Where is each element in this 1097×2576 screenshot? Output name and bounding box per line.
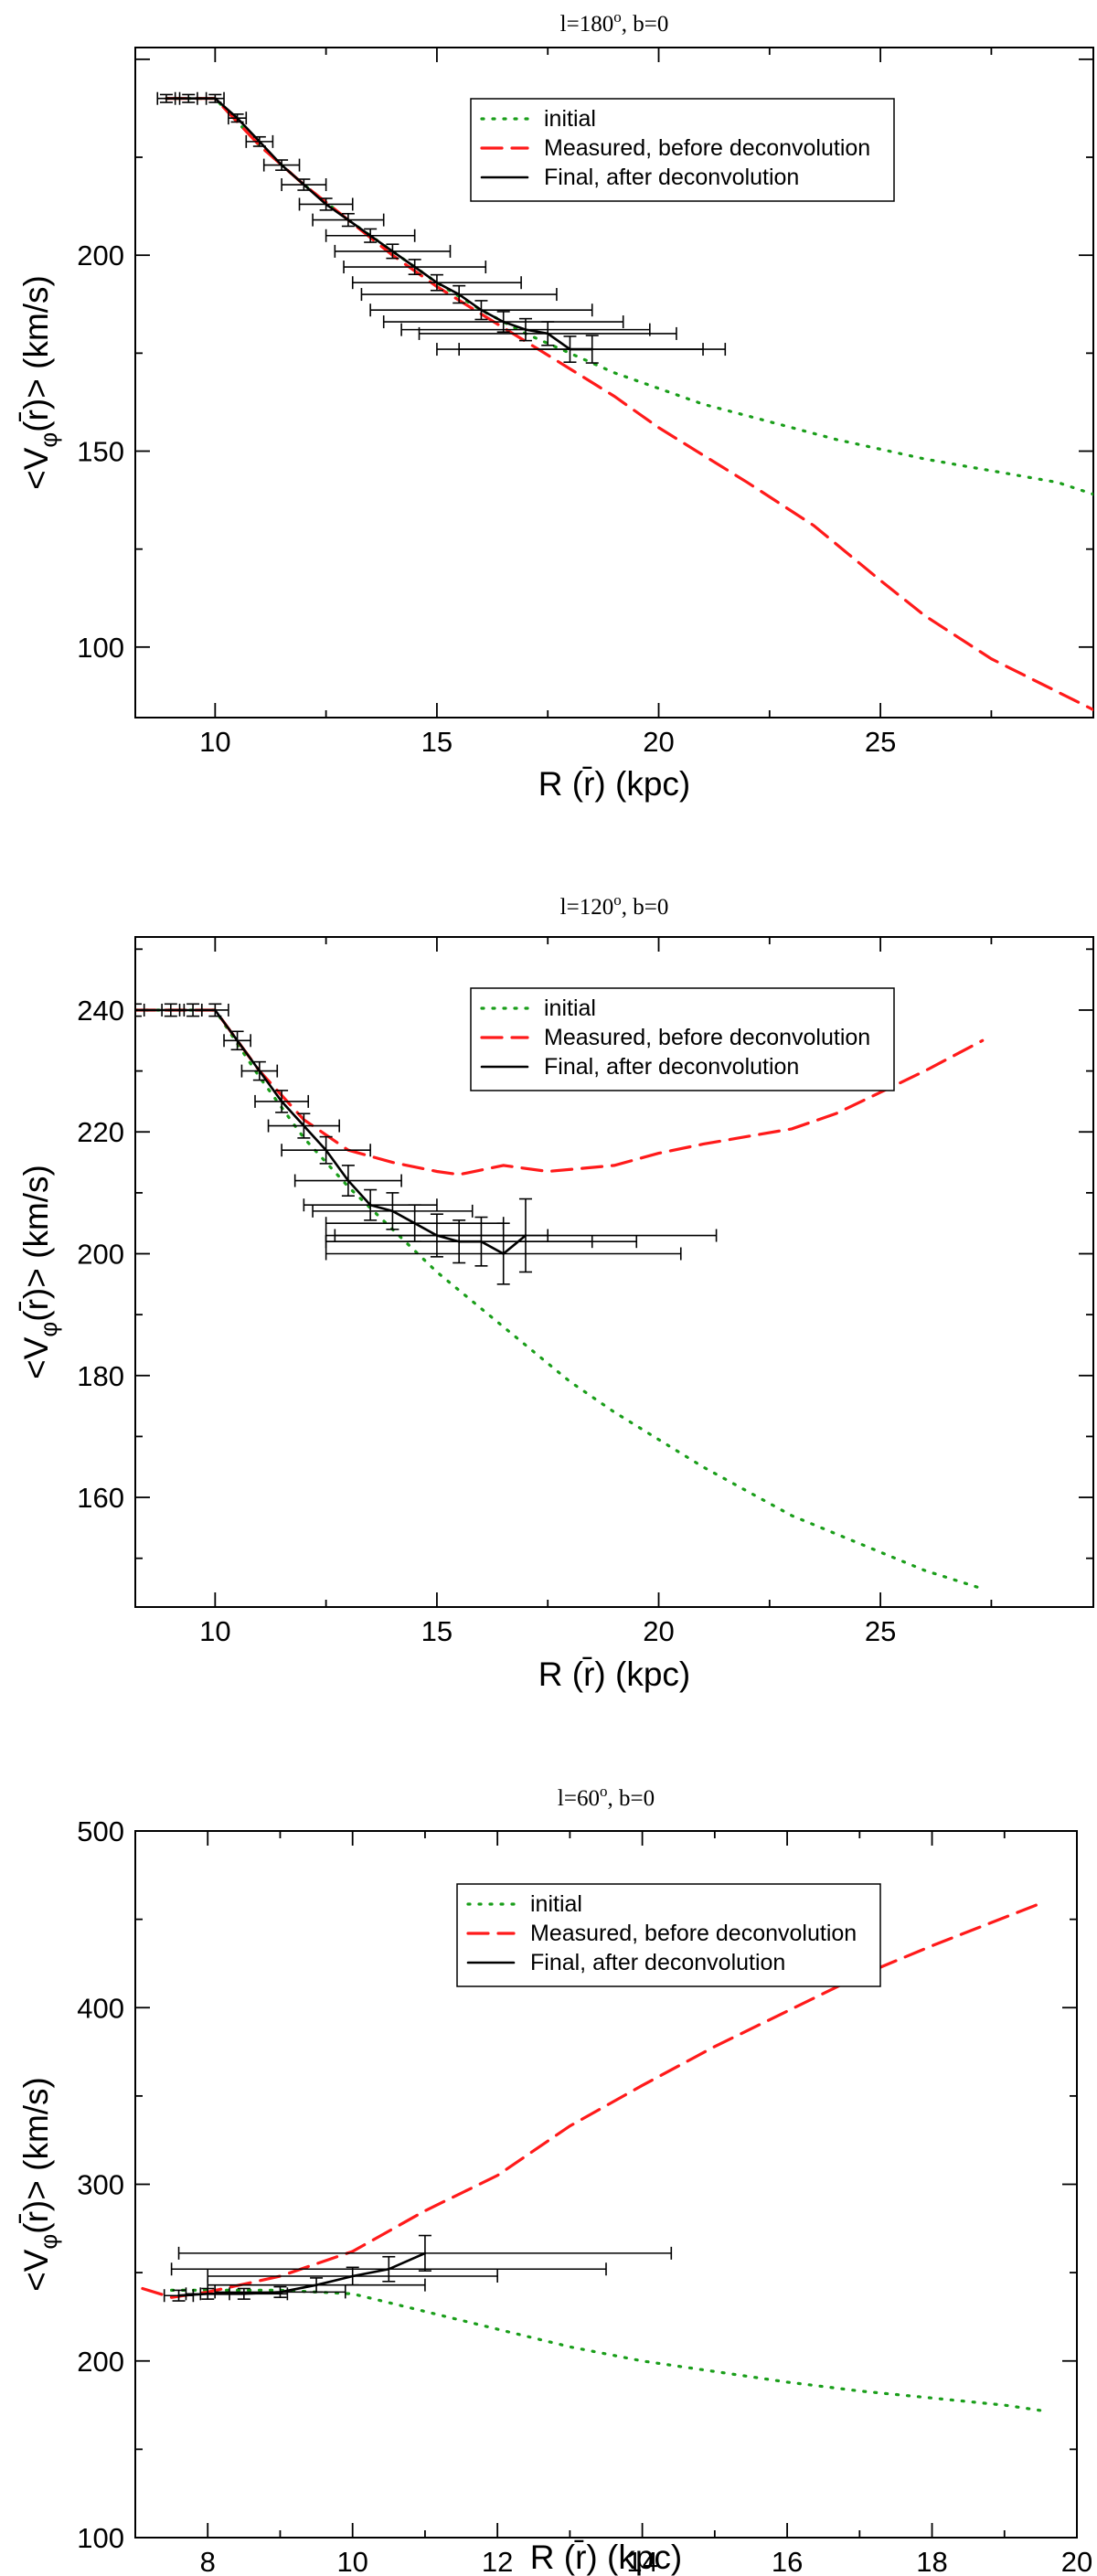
- y-axis-label-post: (r̄)> (km/s): [17, 275, 55, 432]
- y-tick-label: 200: [77, 2346, 124, 2378]
- y-tick-label: 220: [77, 1116, 124, 1148]
- x-axis-label: R (r̄) (kpc): [530, 2539, 682, 2576]
- chart-panel-3: l=60o, b=0 8 10 12 14 16 18 20 100 200 300 400 500 R …: [17, 1783, 1092, 2576]
- chart-panel-2: l=120o, b=0 10 15 20 25 160 180 200 220 240 R (r̄)…: [17, 891, 1094, 1693]
- plot-area: [141, 1901, 1043, 2412]
- x-tick-label: 18: [916, 2546, 947, 2576]
- y-tick-label: 150: [77, 436, 124, 468]
- legend-box: [456, 1883, 881, 1987]
- x-tick-label: 12: [482, 2546, 513, 2576]
- chart-title: l=120o, b=0: [560, 891, 669, 920]
- x-axis-label: R (r̄) (kpc): [538, 1655, 690, 1693]
- plot-area: [135, 1003, 985, 1591]
- x-tick-label: 25: [865, 1615, 896, 1647]
- y-tick-label: 180: [77, 1360, 124, 1392]
- x-tick-label: 14: [626, 2546, 657, 2576]
- y-axis-label-pre: <V: [17, 447, 55, 490]
- x-tick-label: 10: [199, 726, 230, 758]
- series-line-initial: [165, 97, 1093, 496]
- chart-panel-1: l=180o, b=0 10 15 20 25 100 150 200 R (r̄) (kpc)…: [17, 8, 1094, 803]
- y-axis-label-sub: φ: [35, 2234, 62, 2250]
- chart-title: l=180o, b=0: [560, 8, 669, 37]
- legend-box: [470, 98, 895, 202]
- legend-label: Final, after deconvolution: [544, 165, 799, 190]
- x-tick-label: 25: [865, 726, 896, 758]
- series-line-final: [165, 97, 594, 351]
- chart-title-suffix: , b=0: [622, 12, 669, 37]
- series-line-measured: [135, 1008, 985, 1176]
- x-axis-label: R (r̄) (kpc): [538, 765, 690, 803]
- y-axis-label-post: (r̄)> (km/s): [17, 1165, 55, 1322]
- legend-label: Final, after deconvolution: [544, 1054, 799, 1080]
- legend-box: [470, 987, 895, 1091]
- y-tick-label: 100: [77, 632, 124, 664]
- y-tick-label: 160: [77, 1482, 124, 1514]
- y-axis-label-post: (r̄)> (km/s): [17, 2077, 55, 2234]
- legend-label: initial: [530, 1891, 582, 1917]
- chart-title-suffix: , b=0: [607, 1786, 655, 1811]
- y-axis-label-sub: φ: [35, 1322, 62, 1337]
- chart-title-superscript: o: [613, 891, 622, 909]
- legend-label: initial: [544, 106, 596, 132]
- legend: initial Measured, before deconvolution Fin…: [470, 987, 895, 1091]
- plot-frame: [134, 936, 1094, 1608]
- y-tick-label: 200: [77, 240, 124, 271]
- series-line-final: [135, 1008, 527, 1256]
- chart-title-superscript: o: [613, 8, 622, 26]
- x-tick-label: 20: [1061, 2546, 1092, 2576]
- y-axis-label-pre: <V: [17, 2249, 55, 2292]
- x-tick-label: 10: [336, 2546, 367, 2576]
- x-tick-label: 16: [772, 2546, 803, 2576]
- chart-title-text: l=180: [560, 12, 614, 37]
- series-line-measured: [141, 1901, 1043, 2299]
- legend-label: Final, after deconvolution: [530, 1950, 785, 1975]
- legend-label: Measured, before deconvolution: [530, 1921, 857, 1946]
- legend-label: initial: [544, 995, 596, 1021]
- x-tick-label: 15: [421, 1615, 453, 1647]
- legend-label: Measured, before deconvolution: [544, 135, 870, 161]
- y-tick-label: 500: [77, 1815, 124, 1847]
- chart-title-text: l=120: [560, 895, 614, 920]
- y-tick-label: 200: [77, 1239, 124, 1271]
- y-axis-label-pre: <V: [17, 1336, 55, 1379]
- series-line-final: [177, 2251, 427, 2297]
- y-axis-label: <Vφ(r̄)> (km/s): [17, 275, 62, 490]
- legend: initial Measured, before deconvolution Fin…: [456, 1883, 881, 1987]
- legend: initial Measured, before deconvolution Fin…: [470, 98, 895, 202]
- y-tick-label: 400: [77, 1992, 124, 2024]
- x-tick-label: 8: [200, 2546, 216, 2576]
- chart-title: l=60o, b=0: [558, 1783, 655, 1811]
- series-line-initial: [135, 1008, 985, 1591]
- plot-frame: [134, 47, 1094, 719]
- y-axis-label: <Vφ(r̄)> (km/s): [17, 2077, 62, 2292]
- chart-title-suffix: , b=0: [622, 895, 669, 920]
- series-line-measured: [165, 97, 1093, 712]
- chart-title-text: l=60: [558, 1786, 600, 1811]
- y-tick-label: 240: [77, 995, 124, 1027]
- x-tick-label: 10: [199, 1615, 230, 1647]
- y-axis-label: <Vφ(r̄)> (km/s): [17, 1165, 62, 1379]
- y-tick-label: 100: [77, 2522, 124, 2554]
- y-tick-label: 300: [77, 2169, 124, 2201]
- legend-label: Measured, before deconvolution: [544, 1025, 870, 1050]
- series-line-initial: [170, 2288, 1043, 2412]
- plot-area: [156, 91, 1093, 712]
- x-tick-label: 20: [643, 1615, 674, 1647]
- x-tick-label: 15: [421, 726, 453, 758]
- y-axis-label-sub: φ: [35, 432, 62, 448]
- x-tick-label: 20: [643, 726, 674, 758]
- chart-title-superscript: o: [600, 1783, 608, 1800]
